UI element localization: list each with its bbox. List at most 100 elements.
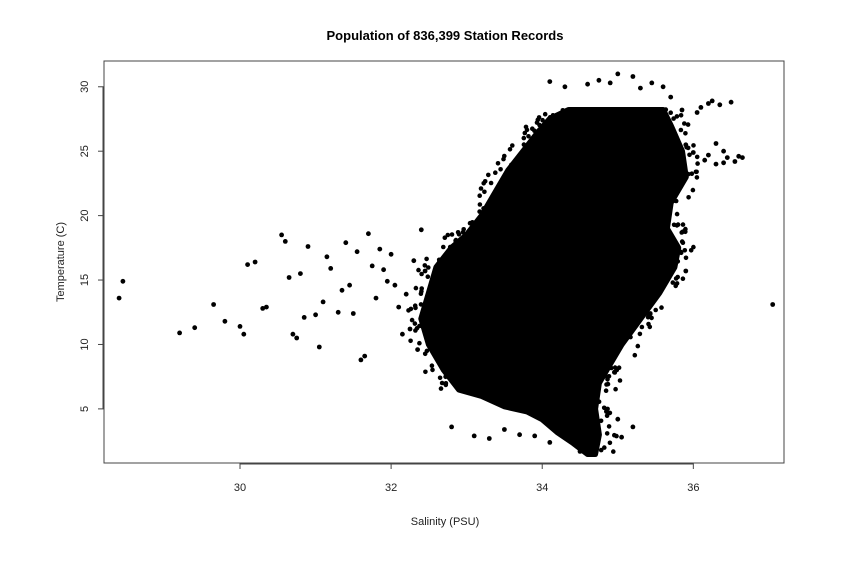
- fringe-point: [678, 127, 684, 133]
- data-point: [294, 335, 300, 341]
- data-point: [384, 278, 390, 284]
- y-tick-label: 30: [79, 81, 91, 93]
- data-point: [619, 434, 624, 440]
- x-tick-label: 34: [536, 482, 548, 494]
- fringe-point: [598, 418, 604, 424]
- fringe-point: [635, 343, 641, 349]
- data-point: [721, 148, 726, 154]
- fringe-point: [481, 181, 487, 186]
- fringe-point: [441, 244, 446, 250]
- data-point: [547, 440, 553, 445]
- fringe-point: [613, 386, 618, 392]
- fringe-point: [673, 198, 679, 204]
- data-point: [728, 99, 734, 105]
- fringe-point: [412, 303, 418, 309]
- data-points: [116, 71, 776, 454]
- data-point: [486, 436, 492, 441]
- data-point: [422, 268, 428, 274]
- data-point: [264, 304, 269, 310]
- data-point: [313, 312, 318, 318]
- dense-point-cloud: [406, 107, 700, 457]
- fringe-point: [604, 413, 610, 419]
- fringe-point: [604, 431, 610, 436]
- data-point: [607, 80, 613, 86]
- data-point: [392, 282, 398, 288]
- fringe-point: [673, 276, 679, 281]
- data-point: [252, 259, 258, 265]
- fringe-point: [507, 147, 513, 152]
- data-point: [630, 424, 636, 430]
- fringe-point: [685, 122, 691, 127]
- fringe-point: [602, 445, 607, 450]
- data-point: [706, 152, 711, 158]
- fringe-point: [601, 405, 607, 411]
- data-point: [362, 353, 368, 359]
- fringe-point: [680, 276, 686, 282]
- data-point: [713, 141, 719, 146]
- fringe-point: [424, 256, 429, 262]
- fringe-point: [418, 302, 424, 307]
- fringe-point: [648, 311, 653, 316]
- data-point: [335, 309, 341, 315]
- fringe-point: [550, 113, 556, 118]
- data-point: [324, 254, 330, 260]
- data-point: [339, 287, 345, 293]
- y-tick-label: 15: [79, 274, 91, 286]
- data-point: [377, 246, 383, 252]
- fringe-point: [429, 363, 435, 369]
- data-point: [369, 263, 375, 269]
- fringe-point: [424, 348, 430, 354]
- data-point: [347, 282, 352, 288]
- fringe-point: [523, 124, 529, 130]
- fringe-point: [453, 238, 458, 243]
- y-tick-label: 10: [79, 338, 91, 350]
- data-point: [502, 427, 507, 432]
- fringe-point: [612, 365, 618, 370]
- data-point: [282, 239, 288, 244]
- data-point: [237, 324, 243, 329]
- fringe-point: [663, 107, 669, 112]
- data-point: [471, 433, 477, 439]
- fringe-point: [678, 113, 684, 118]
- data-point: [679, 107, 685, 113]
- fringe-point: [682, 248, 688, 253]
- fringe-point: [687, 152, 692, 158]
- data-point: [290, 331, 296, 337]
- fringe-point: [419, 271, 424, 277]
- data-point: [418, 227, 424, 233]
- fringe-point: [693, 169, 699, 175]
- fringe-point: [606, 374, 612, 379]
- data-point: [407, 326, 413, 332]
- fringe-point: [436, 257, 442, 263]
- y-axis: 5 10 15 20 25 30: [79, 81, 104, 412]
- data-point: [615, 416, 621, 422]
- fringe-point: [603, 388, 609, 394]
- data-point: [120, 278, 126, 284]
- data-point: [279, 232, 284, 238]
- fringe-point: [425, 274, 431, 280]
- data-point: [690, 150, 696, 155]
- data-point: [358, 357, 364, 363]
- fringe-point: [617, 378, 623, 383]
- fringe-point: [477, 209, 482, 214]
- data-point: [698, 105, 704, 110]
- fringe-point: [675, 259, 681, 264]
- fringe-point: [649, 315, 654, 321]
- data-point: [706, 101, 711, 106]
- data-point: [694, 110, 700, 115]
- fringe-point: [478, 186, 484, 191]
- fringe-point: [439, 380, 445, 386]
- fringe-point: [668, 110, 673, 115]
- data-point: [366, 231, 371, 237]
- data-point: [709, 98, 715, 104]
- data-point: [736, 153, 742, 159]
- fringe-point: [412, 321, 418, 326]
- fringe-point: [509, 162, 514, 168]
- fringe-point: [540, 117, 545, 123]
- data-point: [740, 155, 745, 161]
- fringe-point: [442, 235, 448, 240]
- fringe-point: [417, 340, 422, 346]
- fringe-point: [526, 134, 531, 139]
- fringe-point: [419, 286, 425, 291]
- data-point: [320, 299, 326, 305]
